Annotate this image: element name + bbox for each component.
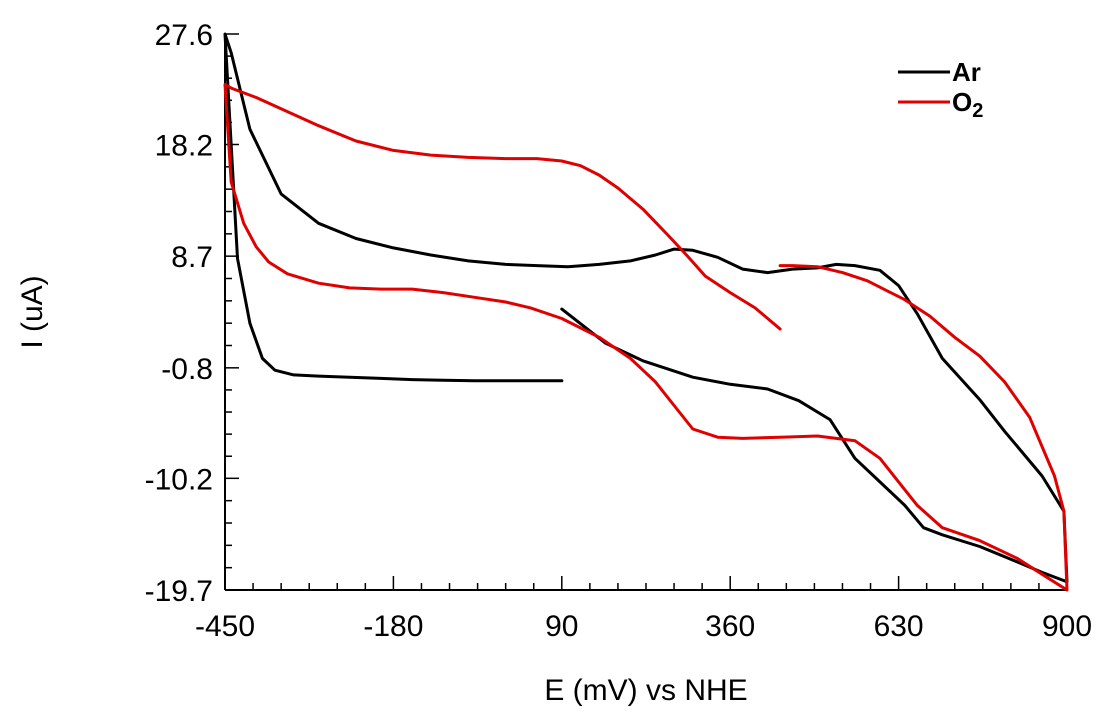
y-tick-label: 8.7 [171,241,213,274]
x-tick-label: 900 [1042,610,1092,643]
x-tick-label: -450 [195,610,255,643]
legend-label-subscript: 2 [972,100,983,122]
series-line-ar [223,32,1069,584]
x-tick-label: -180 [363,610,423,643]
x-tick-label: 90 [545,610,578,643]
x-tick-label: 630 [874,610,924,643]
y-tick-label: -0.8 [161,353,213,386]
series-line-o2 [223,83,1069,592]
axis-ticks [224,33,1068,591]
y-tick-label: -10.2 [145,463,213,496]
legend-label: O2 [952,87,983,122]
x-tick-label: 360 [705,610,755,643]
y-tick-label: 18.2 [155,129,213,162]
series-group [223,32,1069,592]
x-axis-title: E (mV) vs NHE [544,674,747,707]
plot-area [224,34,1067,591]
y-axis-title: I (uA) [16,275,49,348]
legend-label: Ar [952,57,981,87]
y-tick-label: -19.7 [145,575,213,608]
tick-labels: -450 -180 90 360 630 900 27.6 18.2 8.7 -0.8 -10.2 -… [145,19,1092,643]
y-tick-label: 27.6 [155,19,213,52]
